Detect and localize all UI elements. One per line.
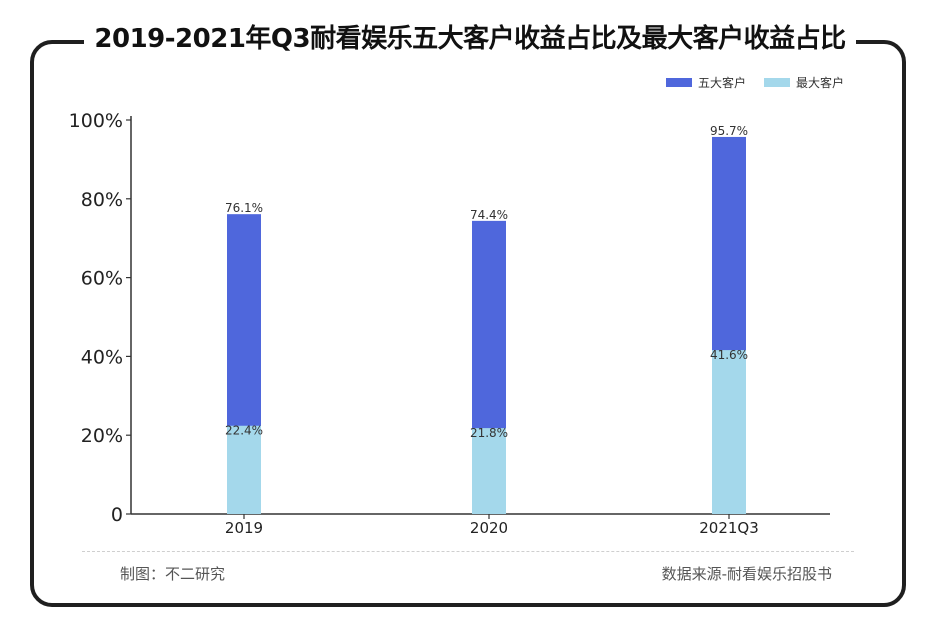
legend-swatch-top5 xyxy=(665,78,692,87)
y-tick-label: 100% xyxy=(69,110,123,132)
y-tick-label: 80% xyxy=(81,189,123,211)
legend-label-largest: 最大客户 xyxy=(795,76,844,90)
chart-title: 2019-2021年Q3耐看娱乐五大客户收益占比及最大客户收益占比 xyxy=(84,18,856,55)
data-label-top5: 74.4% xyxy=(470,208,508,222)
y-tick-label: 60% xyxy=(81,268,123,290)
data-label-top5: 95.7% xyxy=(710,124,748,138)
footer-divider xyxy=(82,551,854,552)
legend: 五大客户 最大客户 xyxy=(665,74,844,91)
bar-largest xyxy=(227,425,261,514)
bar-largest xyxy=(712,350,746,514)
y-tick-label: 20% xyxy=(81,425,123,447)
y-tick-label: 0 xyxy=(111,504,123,526)
bar-largest xyxy=(472,428,506,514)
x-tick-label: 2019 xyxy=(225,519,263,537)
y-tick-label: 40% xyxy=(81,346,123,368)
data-label-top5: 76.1% xyxy=(225,201,263,215)
x-tick-label: 2020 xyxy=(470,519,508,537)
footer-source: 数据来源-耐看娱乐招股书 xyxy=(661,565,832,583)
legend-item-largest: 最大客户 xyxy=(763,74,844,91)
title-wrap: 2019-2021年Q3耐看娱乐五大客户收益占比及最大客户收益占比 xyxy=(0,18,940,55)
legend-item-top5: 五大客户 xyxy=(665,74,746,91)
legend-swatch-largest xyxy=(763,78,790,87)
footer-credit: 制图：不二研究 xyxy=(120,565,226,583)
data-label-largest: 21.8% xyxy=(470,426,508,440)
data-label-largest: 22.4% xyxy=(225,424,263,438)
legend-label-top5: 五大客户 xyxy=(697,76,746,90)
data-label-largest: 41.6% xyxy=(710,348,748,362)
x-tick-label: 2021Q3 xyxy=(699,519,759,537)
